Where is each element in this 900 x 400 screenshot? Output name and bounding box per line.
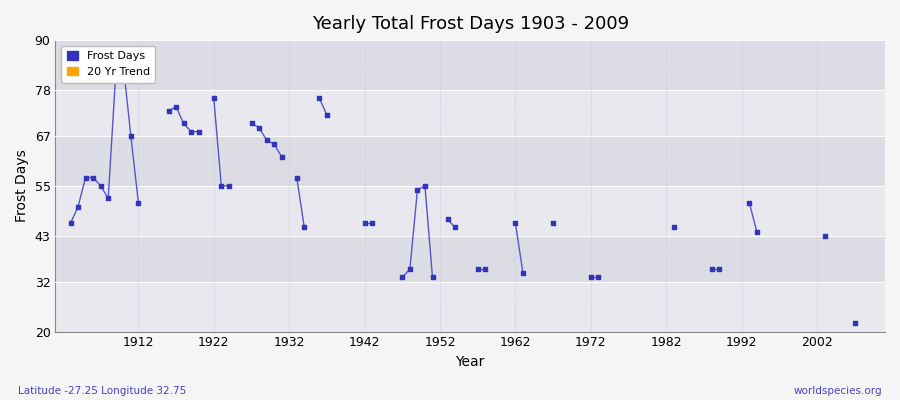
Point <box>591 274 606 281</box>
Point <box>705 266 719 272</box>
Point <box>192 128 206 135</box>
Point <box>848 320 862 326</box>
Point <box>750 228 764 235</box>
Point <box>252 124 266 131</box>
Point <box>123 133 138 139</box>
Y-axis label: Frost Days: Frost Days <box>15 150 29 222</box>
Point <box>297 224 311 231</box>
Point <box>365 220 380 226</box>
Point <box>440 216 454 222</box>
Point <box>116 62 130 68</box>
Point <box>471 266 485 272</box>
Point <box>214 183 229 189</box>
Text: worldspecies.org: worldspecies.org <box>794 386 882 396</box>
Point <box>584 274 598 281</box>
Point <box>71 204 86 210</box>
Point <box>86 174 100 181</box>
Point <box>478 266 492 272</box>
Point <box>94 183 108 189</box>
Bar <box>56 282 885 332</box>
Bar <box>56 186 885 236</box>
Point <box>184 128 198 135</box>
Point <box>101 195 115 202</box>
X-axis label: Year: Year <box>455 355 485 369</box>
Point <box>78 174 93 181</box>
Point <box>395 274 410 281</box>
Point <box>221 183 236 189</box>
Bar <box>56 236 885 282</box>
Point <box>274 154 289 160</box>
Bar <box>56 40 885 90</box>
Point <box>516 270 530 276</box>
Point <box>426 274 440 281</box>
Point <box>418 183 432 189</box>
Point <box>667 224 681 231</box>
Point <box>131 199 146 206</box>
Point <box>169 104 184 110</box>
Point <box>312 95 327 102</box>
Point <box>207 95 221 102</box>
Point <box>448 224 463 231</box>
Point <box>320 112 334 118</box>
Point <box>546 220 561 226</box>
Point <box>410 187 425 193</box>
Point <box>244 120 258 126</box>
Text: Latitude -27.25 Longitude 32.75: Latitude -27.25 Longitude 32.75 <box>18 386 186 396</box>
Point <box>357 220 372 226</box>
Point <box>259 137 274 143</box>
Point <box>712 266 726 272</box>
Bar <box>56 136 885 186</box>
Point <box>742 199 756 206</box>
Point <box>109 70 123 77</box>
Point <box>817 233 832 239</box>
Legend: Frost Days, 20 Yr Trend: Frost Days, 20 Yr Trend <box>61 46 155 82</box>
Point <box>176 120 191 126</box>
Point <box>161 108 176 114</box>
Title: Yearly Total Frost Days 1903 - 2009: Yearly Total Frost Days 1903 - 2009 <box>311 15 629 33</box>
Point <box>508 220 523 226</box>
Point <box>267 141 282 148</box>
Bar <box>56 90 885 136</box>
Point <box>402 266 417 272</box>
Point <box>63 220 77 226</box>
Point <box>290 174 304 181</box>
